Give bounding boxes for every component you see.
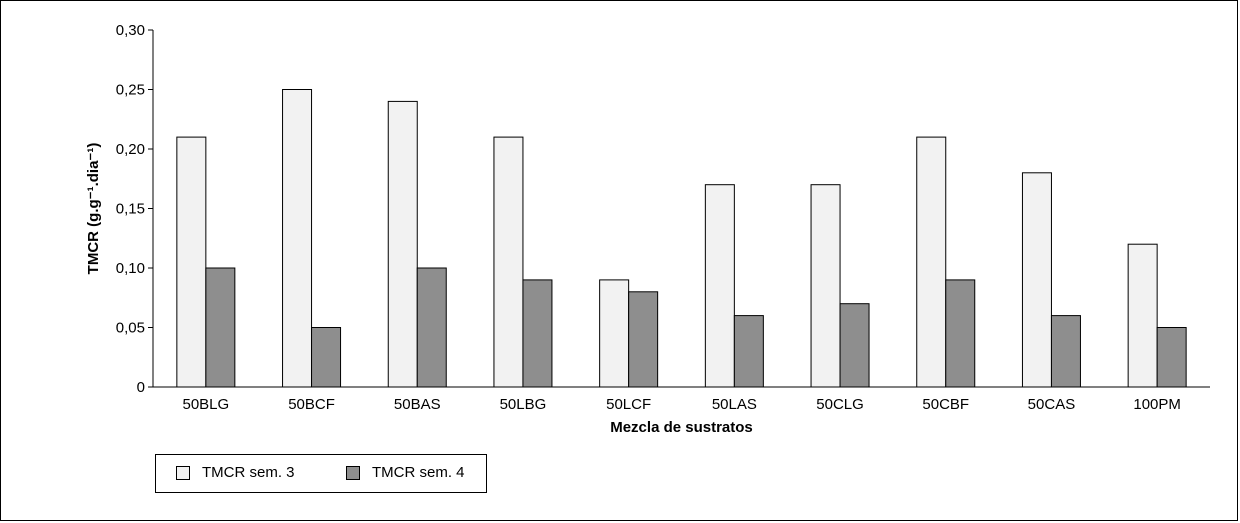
y-axis-ticks: 0 0,05 0,10 0,15 0,20 0,25 0,30 (116, 22, 153, 396)
legend-label-sem4: TMCR sem. 4 (372, 464, 465, 481)
y-tick-label: 0,10 (116, 260, 145, 277)
bar-sem3-50CLG (810, 184, 841, 388)
x-axis-ticks: 50BLG 50BCF 50BAS 50LBG 50LCF 50LAS 50CLG 50CBF… (182, 396, 1180, 413)
x-tick-label: 50CAS (1028, 396, 1076, 413)
bars-group (176, 89, 1187, 388)
y-tick-label: 0,20 (116, 141, 145, 158)
y-axis-title: TMCR (g.g⁻¹.dia⁻¹) (85, 143, 102, 275)
y-tick-label: 0,15 (116, 201, 145, 218)
x-tick-label: 50CLG (816, 396, 864, 413)
bar-sem4-50CBF (945, 279, 976, 388)
bar-sem4-50BLG (205, 267, 236, 388)
bar-sem3-50LAS (704, 184, 735, 388)
legend-item-sem4: TMCR sem. 4 (346, 464, 465, 481)
bar-sem3-50BLG (176, 136, 207, 388)
bar-sem3-50LBG (493, 136, 524, 388)
x-tick-label: 100PM (1133, 396, 1181, 413)
x-tick-label: 50LAS (712, 396, 757, 413)
x-tick-label: 50LBG (500, 396, 547, 413)
legend-swatch-sem4 (346, 465, 360, 480)
bar-sem4-50BAS (416, 267, 447, 388)
bar-sem3-50CBF (916, 136, 947, 388)
x-tick-label: 50BAS (394, 396, 441, 413)
bar-sem4-50CAS (1050, 315, 1081, 388)
bar-sem4-50LCF (628, 291, 659, 388)
bar-sem4-50BCF (311, 327, 342, 388)
x-tick-label: 50BLG (182, 396, 229, 413)
legend-item-sem3: TMCR sem. 3 (176, 464, 295, 481)
bar-sem3-50BAS (387, 100, 418, 388)
y-tick-label: 0,05 (116, 320, 145, 337)
bar-sem3-100PM (1127, 243, 1158, 388)
bar-sem3-50BCF (282, 89, 313, 388)
bar-sem4-100PM (1156, 327, 1187, 388)
bar-sem3-50LCF (599, 279, 630, 388)
y-tick-label: 0,25 (116, 82, 145, 99)
legend-label-sem3: TMCR sem. 3 (202, 464, 295, 481)
bar-sem3-50CAS (1021, 172, 1052, 388)
y-tick-label: 0,30 (116, 22, 145, 39)
bar-sem4-50LBG (522, 279, 553, 388)
x-tick-label: 50BCF (288, 396, 335, 413)
bar-sem4-50CLG (839, 303, 870, 388)
x-axis-title: Mezcla de sustratos (610, 419, 753, 436)
legend: TMCR sem. 3 TMCR sem. 4 (155, 454, 487, 493)
bar-sem4-50LAS (733, 315, 764, 388)
y-tick-label: 0 (137, 379, 145, 396)
legend-swatch-sem3 (176, 465, 190, 480)
x-tick-label: 50CBF (922, 396, 969, 413)
x-tick-label: 50LCF (606, 396, 651, 413)
